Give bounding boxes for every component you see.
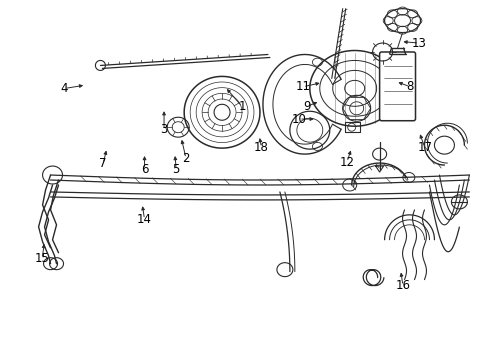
Text: 14: 14	[137, 213, 152, 226]
Text: 6: 6	[141, 163, 148, 176]
Text: 4: 4	[60, 82, 68, 95]
Text: 2: 2	[182, 152, 189, 165]
Text: 15: 15	[35, 252, 49, 265]
Text: 7: 7	[99, 157, 106, 170]
Text: 3: 3	[160, 123, 167, 136]
Text: 8: 8	[406, 80, 413, 93]
Text: 5: 5	[172, 163, 180, 176]
Text: 11: 11	[295, 80, 310, 93]
Text: 18: 18	[254, 141, 268, 154]
Text: 1: 1	[238, 100, 245, 113]
FancyBboxPatch shape	[379, 52, 415, 121]
Text: 10: 10	[291, 113, 306, 126]
Polygon shape	[42, 166, 62, 184]
Text: 12: 12	[339, 156, 354, 168]
Text: 13: 13	[411, 36, 426, 50]
Text: 16: 16	[395, 279, 409, 292]
Text: 17: 17	[417, 141, 431, 154]
Text: 9: 9	[303, 100, 310, 113]
